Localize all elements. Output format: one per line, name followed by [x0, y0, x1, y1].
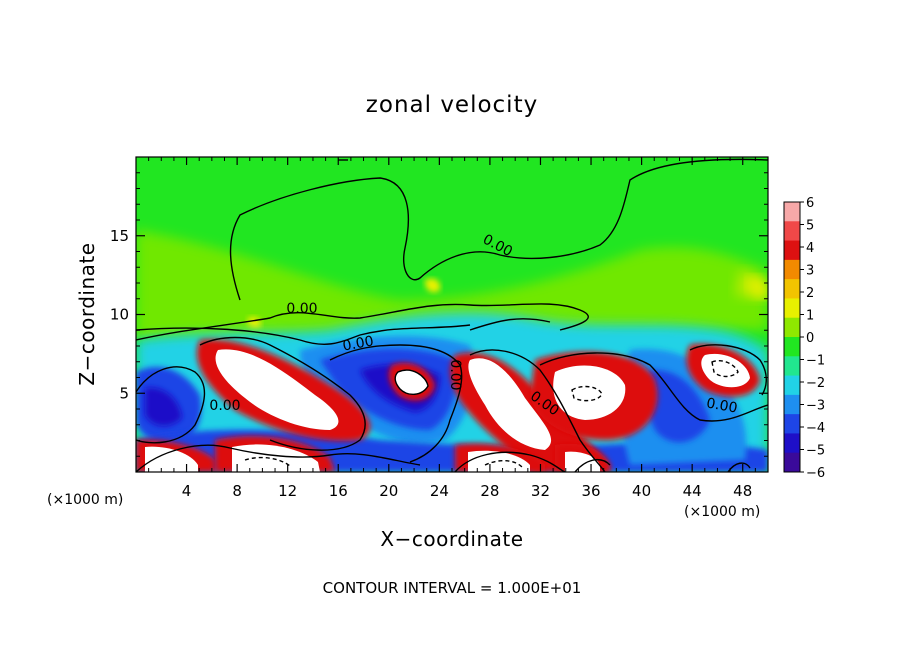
x-tick-label: 28 [480, 482, 499, 500]
y-axis-label: Z−coordinate [75, 242, 99, 385]
contour-line [136, 324, 471, 345]
colorbar-tick-label: −3 [806, 399, 825, 414]
colorbar-swatch [784, 356, 800, 377]
contour-line [136, 444, 421, 472]
x-axis: 4 8 12 16 20 24 28 32 36 40 44 48 [148, 157, 756, 500]
colorbar-swatch [784, 452, 800, 473]
y-axis: 5 10 15 [110, 172, 768, 457]
colorbar-swatch [784, 375, 800, 396]
colorbar: 6 5 4 3 2 1 0 −1 −2 −3 −4 −5 −6 [783, 196, 825, 481]
field-region [145, 387, 182, 426]
colorbar-tick-label: 3 [806, 264, 814, 279]
x-tick-label: 20 [379, 482, 398, 500]
colorbar-swatch [784, 337, 800, 357]
colorbar-swatch [784, 259, 800, 280]
contour-line [469, 349, 606, 472]
colorbar-tick-label: −4 [806, 421, 825, 436]
colorbar-tick-label: −5 [806, 444, 825, 459]
colorbar-tick-label: 1 [806, 309, 814, 324]
colorbar-tick-label: 6 [806, 196, 814, 211]
contour-line [689, 344, 767, 396]
colorbar-tick-label: 5 [806, 219, 814, 234]
x-unit-label-left: (×1000 m) [47, 492, 123, 508]
contour-label: 0.00 [209, 398, 240, 414]
colorbar-tick-label: 4 [806, 241, 814, 256]
colorbar-swatch [784, 394, 800, 415]
colorbar-tick-label: −2 [806, 376, 825, 391]
colorbar-tick-label: 0 [806, 331, 814, 346]
negative-contour-line [711, 360, 739, 378]
y-tick-label: 5 [119, 384, 129, 402]
x-tick-label: 16 [329, 482, 348, 500]
field-region [747, 276, 768, 298]
colorbar-swatch [784, 298, 800, 319]
contour-label: 0.00 [705, 395, 738, 416]
field-region [232, 444, 320, 472]
contour-line [539, 352, 768, 422]
x-tick-label: 36 [581, 482, 600, 500]
contour-line [229, 158, 768, 301]
y-tick-label: 10 [110, 306, 129, 324]
contour-line [454, 451, 566, 472]
field-region [395, 370, 428, 395]
field-region [145, 446, 198, 472]
colorbar-tick-label: −1 [806, 354, 825, 369]
x-tick-label: 8 [232, 482, 242, 500]
x-tick-label: 4 [182, 482, 192, 500]
colorbar-swatch [784, 433, 800, 454]
colorbar-swatch [784, 221, 800, 242]
x-tick-label: 44 [683, 482, 702, 500]
contour-line [136, 303, 589, 341]
contour-line [199, 336, 366, 451]
colorbar-tick-label: −6 [806, 466, 825, 481]
zero-contours [136, 158, 768, 472]
x-axis-label: X−coordinate [380, 527, 523, 551]
x-tick-label: 48 [733, 482, 752, 500]
contour-line [394, 369, 429, 395]
contour-line [469, 318, 551, 331]
colorbar-swatch [784, 414, 800, 434]
colorbar-tick-label: 2 [806, 286, 814, 301]
negative-contour-line [484, 460, 523, 468]
field-region [215, 349, 339, 430]
contour-label: 0.00 [341, 333, 374, 354]
negative-contour-line [571, 385, 603, 402]
field-region [553, 365, 626, 420]
field-shading [136, 230, 768, 472]
x-unit-label-right: (×1000 m) [684, 504, 760, 520]
contour-interval-note: CONTOUR INTERVAL = 1.000E+01 [323, 579, 582, 597]
x-tick-label: 40 [632, 482, 651, 500]
field-region [424, 278, 441, 293]
colorbar-swatch [784, 202, 800, 222]
field-region [468, 358, 552, 450]
contour-line [574, 458, 611, 472]
velocity-field [136, 157, 768, 472]
contour-line [136, 366, 206, 444]
x-tick-label: 12 [278, 482, 297, 500]
contour-label: 0.00 [447, 359, 463, 390]
x-tick-label: 24 [430, 482, 449, 500]
x-tick-label: 32 [531, 482, 550, 500]
contour-line [329, 344, 463, 463]
y-tick-label: 15 [110, 227, 129, 245]
colorbar-swatch [784, 317, 800, 338]
field-region [644, 369, 710, 443]
chart-title: zonal velocity [366, 92, 538, 118]
colorbar-swatch [784, 240, 800, 261]
contour-label: 0.00 [286, 301, 317, 317]
colorbar-swatch [784, 279, 800, 299]
